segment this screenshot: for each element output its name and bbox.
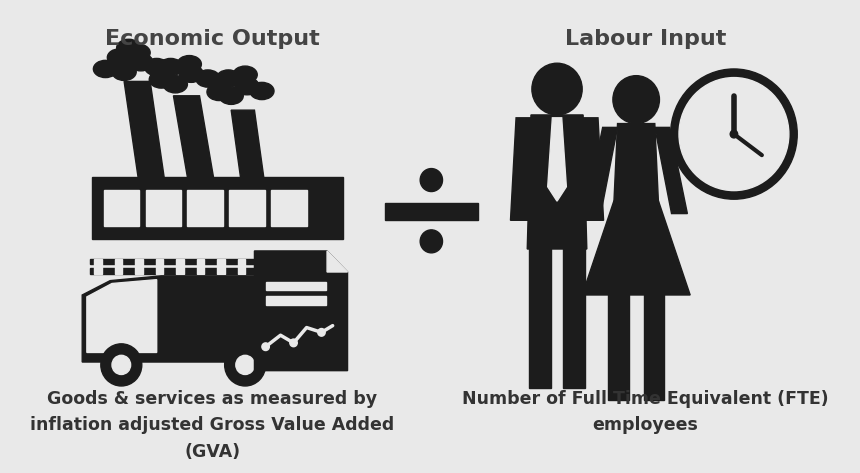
Circle shape <box>730 130 738 138</box>
Polygon shape <box>511 118 531 220</box>
Ellipse shape <box>196 70 220 87</box>
Circle shape <box>290 339 298 347</box>
Ellipse shape <box>219 87 243 105</box>
Circle shape <box>112 355 131 375</box>
Bar <box>156 259 163 274</box>
Polygon shape <box>654 127 687 214</box>
Polygon shape <box>83 276 282 362</box>
Polygon shape <box>174 96 213 177</box>
Ellipse shape <box>207 83 231 101</box>
Bar <box>89 268 273 274</box>
Polygon shape <box>255 251 347 371</box>
Circle shape <box>421 168 443 192</box>
Text: Number of Full Time Equivalent (FTE)
employees: Number of Full Time Equivalent (FTE) emp… <box>462 390 829 434</box>
Ellipse shape <box>235 78 259 95</box>
Ellipse shape <box>158 59 183 76</box>
Ellipse shape <box>233 66 257 83</box>
Ellipse shape <box>249 82 274 100</box>
Circle shape <box>613 76 660 123</box>
Bar <box>643 293 664 400</box>
Bar <box>384 203 478 220</box>
Bar <box>187 190 223 226</box>
Bar <box>258 259 266 274</box>
Bar <box>271 190 306 226</box>
Circle shape <box>671 69 797 199</box>
Polygon shape <box>327 251 347 272</box>
Bar <box>114 259 122 274</box>
Ellipse shape <box>144 59 169 76</box>
Polygon shape <box>583 118 604 220</box>
Text: Labour Input: Labour Input <box>565 29 726 49</box>
Circle shape <box>531 63 582 115</box>
Bar <box>529 246 551 388</box>
Polygon shape <box>231 110 264 177</box>
Polygon shape <box>614 123 659 204</box>
Circle shape <box>317 329 325 336</box>
Bar <box>197 259 204 274</box>
Polygon shape <box>585 127 617 214</box>
Circle shape <box>679 78 789 191</box>
Circle shape <box>262 343 269 350</box>
Polygon shape <box>548 118 567 201</box>
Text: Goods & services as measured by
inflation adjusted Gross Value Added
(GVA): Goods & services as measured by inflatio… <box>30 390 395 461</box>
Ellipse shape <box>112 63 136 80</box>
Bar <box>145 190 181 226</box>
Bar <box>266 281 326 290</box>
Ellipse shape <box>179 65 203 82</box>
Circle shape <box>224 344 266 386</box>
Bar <box>218 259 224 274</box>
Text: Economic Output: Economic Output <box>105 29 320 49</box>
Polygon shape <box>527 115 587 249</box>
Circle shape <box>421 230 443 253</box>
Ellipse shape <box>150 71 174 88</box>
Ellipse shape <box>129 53 153 71</box>
Ellipse shape <box>94 61 118 78</box>
Polygon shape <box>87 280 157 352</box>
Bar <box>230 190 265 226</box>
Bar <box>608 293 629 400</box>
Ellipse shape <box>108 49 132 66</box>
Bar <box>103 190 139 226</box>
Bar <box>135 259 143 274</box>
Ellipse shape <box>117 39 141 56</box>
Ellipse shape <box>163 76 187 93</box>
Ellipse shape <box>216 70 241 87</box>
Ellipse shape <box>126 44 150 61</box>
Bar <box>562 246 585 388</box>
Circle shape <box>101 344 142 386</box>
Bar <box>176 259 184 274</box>
Bar <box>89 259 273 264</box>
Circle shape <box>236 355 255 375</box>
Polygon shape <box>124 81 164 177</box>
Bar <box>237 259 245 274</box>
Bar <box>95 259 101 274</box>
Bar <box>266 296 326 305</box>
Ellipse shape <box>177 55 201 73</box>
Polygon shape <box>582 201 691 295</box>
Bar <box>91 177 343 239</box>
